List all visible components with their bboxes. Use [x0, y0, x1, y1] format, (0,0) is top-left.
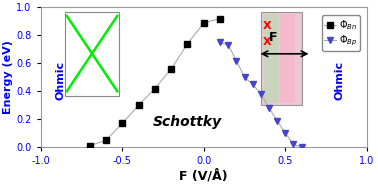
Text: X: X: [263, 37, 272, 47]
Text: Schottky: Schottky: [153, 115, 222, 129]
Text: F: F: [269, 31, 277, 44]
Text: X: X: [263, 21, 272, 31]
Bar: [264, 15, 279, 102]
Y-axis label: Energy (eV): Energy (eV): [3, 40, 14, 114]
X-axis label: F (V/Å): F (V/Å): [180, 169, 228, 182]
Bar: [65, 12, 119, 96]
Bar: [261, 12, 302, 105]
Legend: $\Phi_{Bn}$, $\Phi_{Bp}$: $\Phi_{Bn}$, $\Phi_{Bp}$: [322, 15, 360, 51]
Text: Ohmic: Ohmic: [334, 61, 344, 100]
Bar: [280, 15, 295, 102]
Text: Ohmic: Ohmic: [55, 61, 65, 100]
